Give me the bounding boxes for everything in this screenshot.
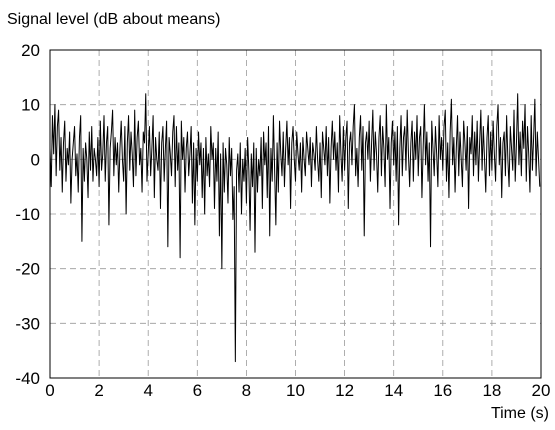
series-group [49,93,541,363]
x-tick-label: 6 [193,381,202,400]
y-axis-title: Signal level (dB about means) [7,11,220,28]
x-tick-label: 18 [482,381,501,400]
x-tick-label: 12 [335,381,354,400]
y-tick-label: -30 [15,314,40,333]
x-tick-label: 20 [532,381,551,400]
y-tick-labels: 20 10 0 -10 -20 -30 -40 [15,41,40,388]
plot-area-frame [49,49,542,379]
x-tick-label: 0 [45,381,54,400]
x-tick-label: 16 [433,381,452,400]
signal-series-line [49,93,541,363]
y-tick-label: 20 [21,41,40,60]
y-tick-label: -40 [15,369,40,388]
x-tick-label: 4 [143,381,152,400]
x-tick-labels: 0 2 4 6 8 10 12 14 16 18 20 [45,381,550,400]
x-tick-label: 2 [94,381,103,400]
x-tick-label: 8 [242,381,251,400]
y-tick-label: 0 [31,150,40,169]
y-tick-label: 10 [21,96,40,115]
gridlines [50,50,541,378]
y-tick-label: -10 [15,205,40,224]
x-tick-label: 14 [384,381,403,400]
x-tick-label: 10 [286,381,305,400]
x-axis-title: Time (s) [491,405,549,422]
y-tick-label: -20 [15,260,40,279]
